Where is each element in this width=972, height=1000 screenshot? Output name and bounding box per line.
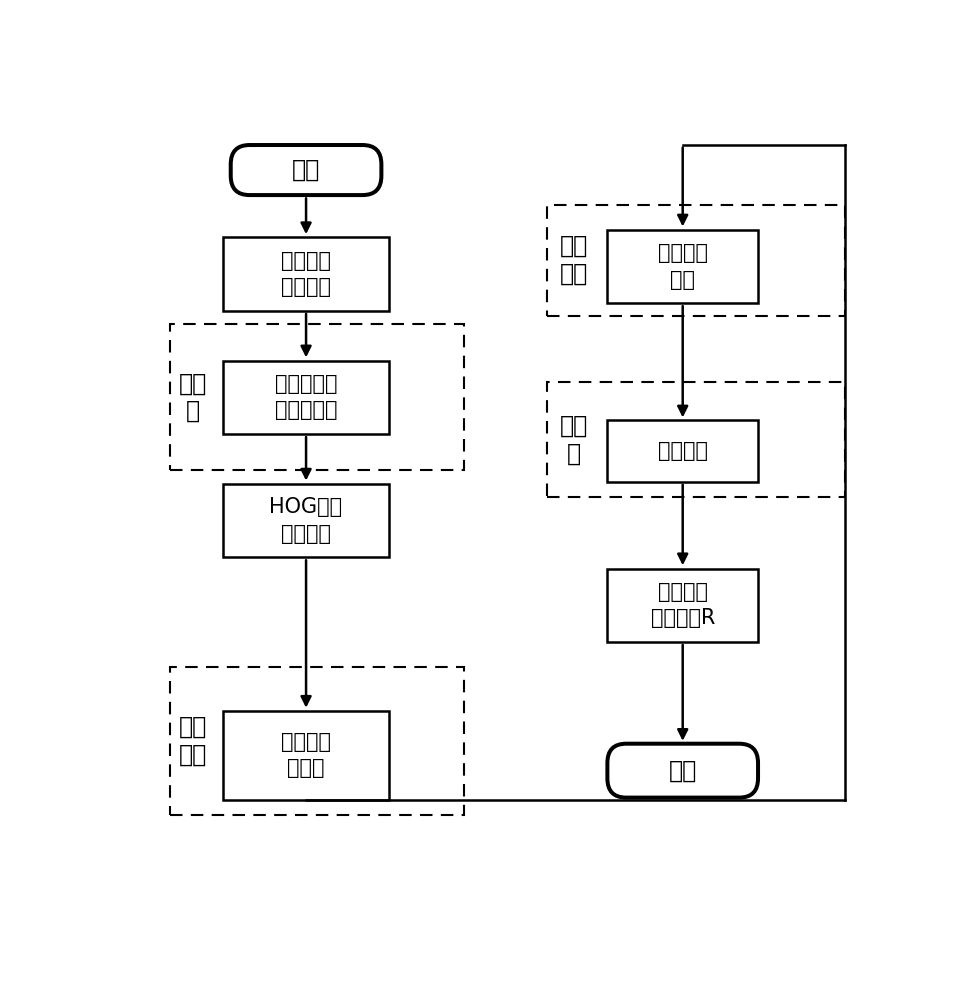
Text: 开始: 开始 bbox=[292, 158, 320, 182]
Bar bbox=[547, 382, 845, 497]
FancyBboxPatch shape bbox=[230, 145, 381, 195]
FancyBboxPatch shape bbox=[224, 237, 389, 311]
Text: 目标
搜索: 目标 搜索 bbox=[179, 715, 207, 767]
FancyBboxPatch shape bbox=[224, 484, 389, 557]
Text: 输入造影
序列图像: 输入造影 序列图像 bbox=[281, 251, 331, 297]
FancyBboxPatch shape bbox=[608, 744, 758, 798]
Text: 计算光流
向量场: 计算光流 向量场 bbox=[281, 732, 331, 778]
Text: HOG特征
算子提取: HOG特征 算子提取 bbox=[269, 497, 342, 544]
FancyBboxPatch shape bbox=[224, 361, 389, 434]
Bar bbox=[547, 205, 845, 316]
FancyBboxPatch shape bbox=[224, 711, 389, 800]
Text: 确定目标
候选区域R: 确定目标 候选区域R bbox=[650, 582, 714, 628]
Text: 权重
评价: 权重 评价 bbox=[559, 234, 588, 286]
Text: 更新粒子: 更新粒子 bbox=[658, 441, 708, 461]
FancyBboxPatch shape bbox=[608, 569, 758, 642]
FancyBboxPatch shape bbox=[608, 420, 758, 482]
FancyBboxPatch shape bbox=[608, 230, 758, 303]
Text: 初始
化: 初始 化 bbox=[179, 371, 207, 423]
Bar bbox=[170, 324, 465, 470]
Text: 计算粒子
权重: 计算粒子 权重 bbox=[658, 243, 708, 290]
Bar bbox=[170, 667, 465, 815]
Text: 重采
样: 重采 样 bbox=[559, 414, 588, 465]
Text: 结束: 结束 bbox=[669, 759, 697, 783]
Text: 初始帧选取
待跟踪区域: 初始帧选取 待跟踪区域 bbox=[275, 374, 337, 420]
